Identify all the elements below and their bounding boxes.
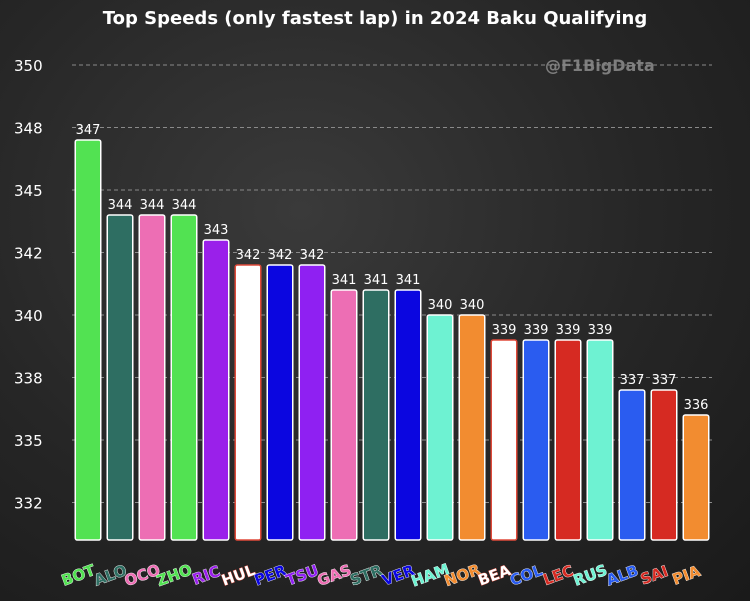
y-tick-label: 350 — [14, 57, 43, 75]
x-tick-label: PIA — [670, 562, 703, 589]
x-tick-label: RUS — [571, 561, 610, 590]
data-label: 337 — [652, 373, 677, 388]
x-tick-label: COL — [508, 561, 546, 589]
data-label: 337 — [620, 373, 645, 388]
bar — [554, 339, 582, 541]
data-label: 341 — [396, 273, 421, 288]
data-label: 339 — [524, 323, 549, 338]
data-label: 336 — [684, 398, 709, 413]
bar — [490, 339, 518, 541]
bar — [458, 314, 486, 541]
data-label: 340 — [428, 298, 453, 313]
data-label: 341 — [364, 273, 389, 288]
bar — [202, 239, 230, 541]
bar — [586, 339, 614, 541]
bar — [394, 289, 422, 541]
bar — [298, 264, 326, 541]
bar — [522, 339, 550, 541]
bar — [426, 314, 454, 541]
bar — [106, 214, 134, 541]
x-tick-label: GAS — [315, 561, 354, 590]
data-label: 339 — [492, 323, 517, 338]
y-tick-label: 345 — [14, 182, 43, 200]
bar — [330, 289, 358, 541]
bar — [618, 389, 646, 541]
y-tick-label: 340 — [14, 307, 43, 325]
y-tick-label: 342 — [14, 245, 43, 263]
data-label: 347 — [76, 123, 101, 138]
data-label: 341 — [332, 273, 357, 288]
y-tick-label: 348 — [14, 120, 43, 138]
y-tick-label: 338 — [14, 370, 43, 388]
bar — [362, 289, 390, 541]
data-label: 342 — [300, 248, 325, 263]
bar — [74, 139, 102, 541]
bar — [138, 214, 166, 541]
data-label: 343 — [204, 223, 229, 238]
x-tick-label: LEC — [541, 562, 576, 589]
bar — [266, 264, 294, 541]
x-tick-label: ALB — [604, 561, 641, 589]
chart-title: Top Speeds (only fastest lap) in 2024 Ba… — [102, 8, 648, 29]
data-label: 344 — [140, 198, 165, 213]
x-tick-label: RIC — [190, 562, 223, 589]
data-label: 339 — [556, 323, 581, 338]
bar — [650, 389, 678, 541]
y-tick-label: 332 — [14, 495, 43, 513]
x-tick-label: SAI — [638, 562, 670, 588]
y-tick-label: 335 — [14, 432, 43, 450]
data-label: 342 — [268, 248, 293, 263]
data-label: 342 — [236, 248, 261, 263]
bar — [170, 214, 198, 541]
data-label: 344 — [172, 198, 197, 213]
data-label: 340 — [460, 298, 485, 313]
bar — [234, 264, 262, 541]
x-tick-label: ZHO — [154, 561, 194, 590]
data-label: 339 — [588, 323, 613, 338]
bar — [682, 414, 710, 541]
data-label: 344 — [108, 198, 133, 213]
